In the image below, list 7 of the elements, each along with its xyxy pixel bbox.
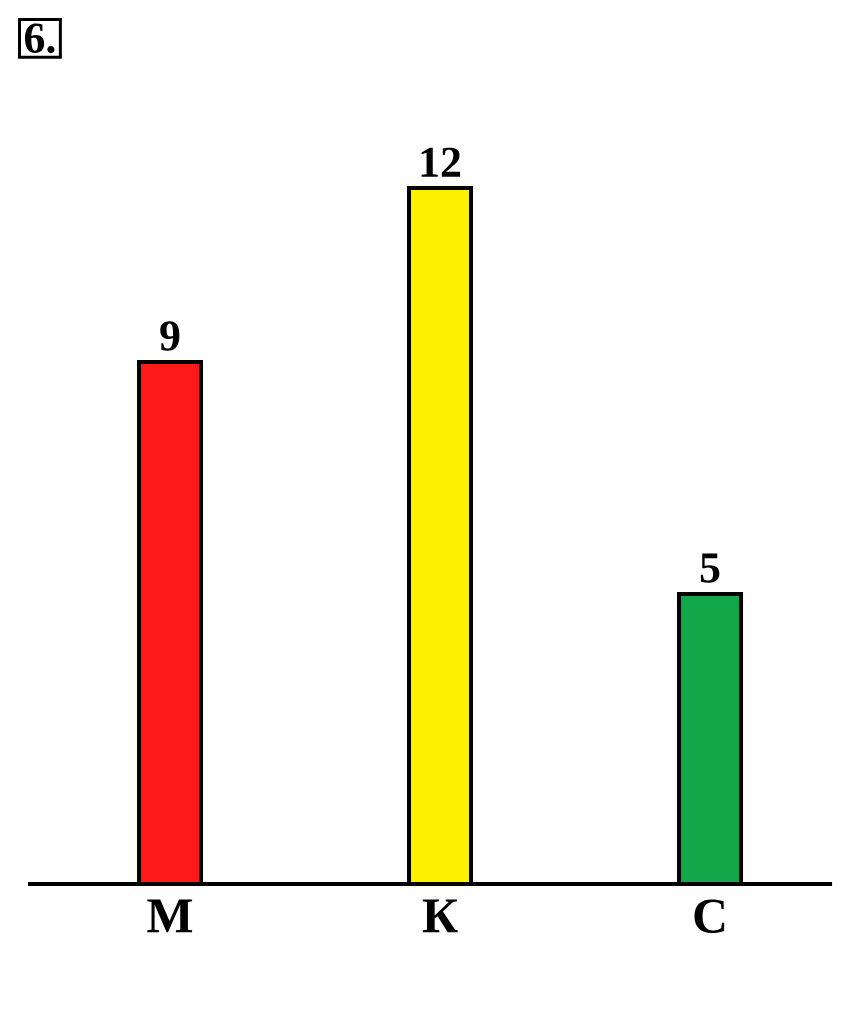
- data-label: 9: [160, 321, 180, 351]
- chart-title: 6.: [25, 23, 55, 54]
- data-label: 5: [700, 553, 720, 583]
- data-label: 12: [421, 147, 461, 177]
- x-tick-label: К: [422, 899, 458, 933]
- x-tick-label: С: [694, 899, 725, 933]
- x-tick-label: М: [147, 899, 193, 933]
